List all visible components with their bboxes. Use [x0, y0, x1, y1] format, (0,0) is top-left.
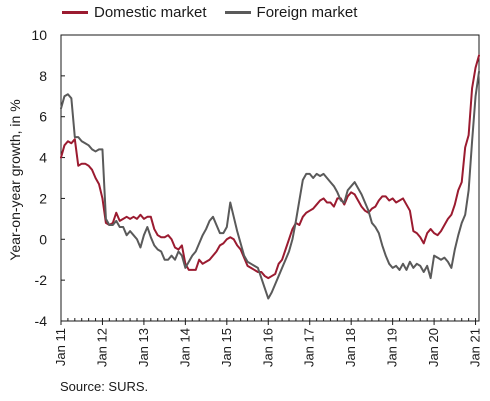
y-tick-label: 4 [39, 150, 47, 166]
source-note: Source: SURS. [60, 379, 149, 394]
legend-item-domestic: Domestic market [62, 4, 207, 21]
y-tick-label: 6 [39, 109, 47, 125]
y-tick-label: 8 [39, 68, 47, 84]
chart-series [60, 54, 480, 300]
legend-swatch-foreign [224, 11, 251, 14]
legend-label-domestic: Domestic market [94, 4, 207, 21]
legend-swatch-domestic [62, 11, 88, 14]
x-tick-label: Jan 16 [260, 328, 275, 367]
x-tick-label: Jan 12 [94, 328, 109, 367]
y-tick-label: 2 [39, 190, 47, 206]
x-tick-label: Jan 17 [302, 328, 317, 367]
series-line-domestic [60, 54, 480, 280]
x-tick-label: Jan 20 [426, 328, 441, 367]
chart-axes: -4 -2 0 2 4 6 8 10 Jan 11 Jan 12 Jan 13 Jan 14 Jan 1… [31, 27, 482, 367]
y-tick-label: 0 [39, 231, 47, 247]
y-tick-label: -4 [35, 313, 48, 329]
x-tick-label: Jan 19 [385, 328, 400, 367]
series-line-foreign [60, 70, 480, 300]
chart-legend: Domestic market Foreign market [62, 4, 357, 21]
x-tick-label: Jan 14 [177, 328, 192, 367]
legend-item-foreign: Foreign market [224, 4, 358, 21]
y-tick-label: -2 [35, 272, 48, 288]
x-tick-label: Jan 13 [136, 328, 151, 367]
x-tick-label: Jan 18 [343, 328, 358, 367]
plot-frame [60, 34, 480, 322]
legend-label-foreign: Foreign market [256, 4, 358, 21]
x-tick-label: Jan 21 [468, 328, 483, 367]
x-tick-label: Jan 11 [53, 328, 68, 366]
y-axis-label-text: Year-on-year growth, in % [7, 99, 23, 261]
x-tick-label: Jan 15 [219, 328, 234, 367]
y-tick-label: 10 [31, 27, 47, 43]
